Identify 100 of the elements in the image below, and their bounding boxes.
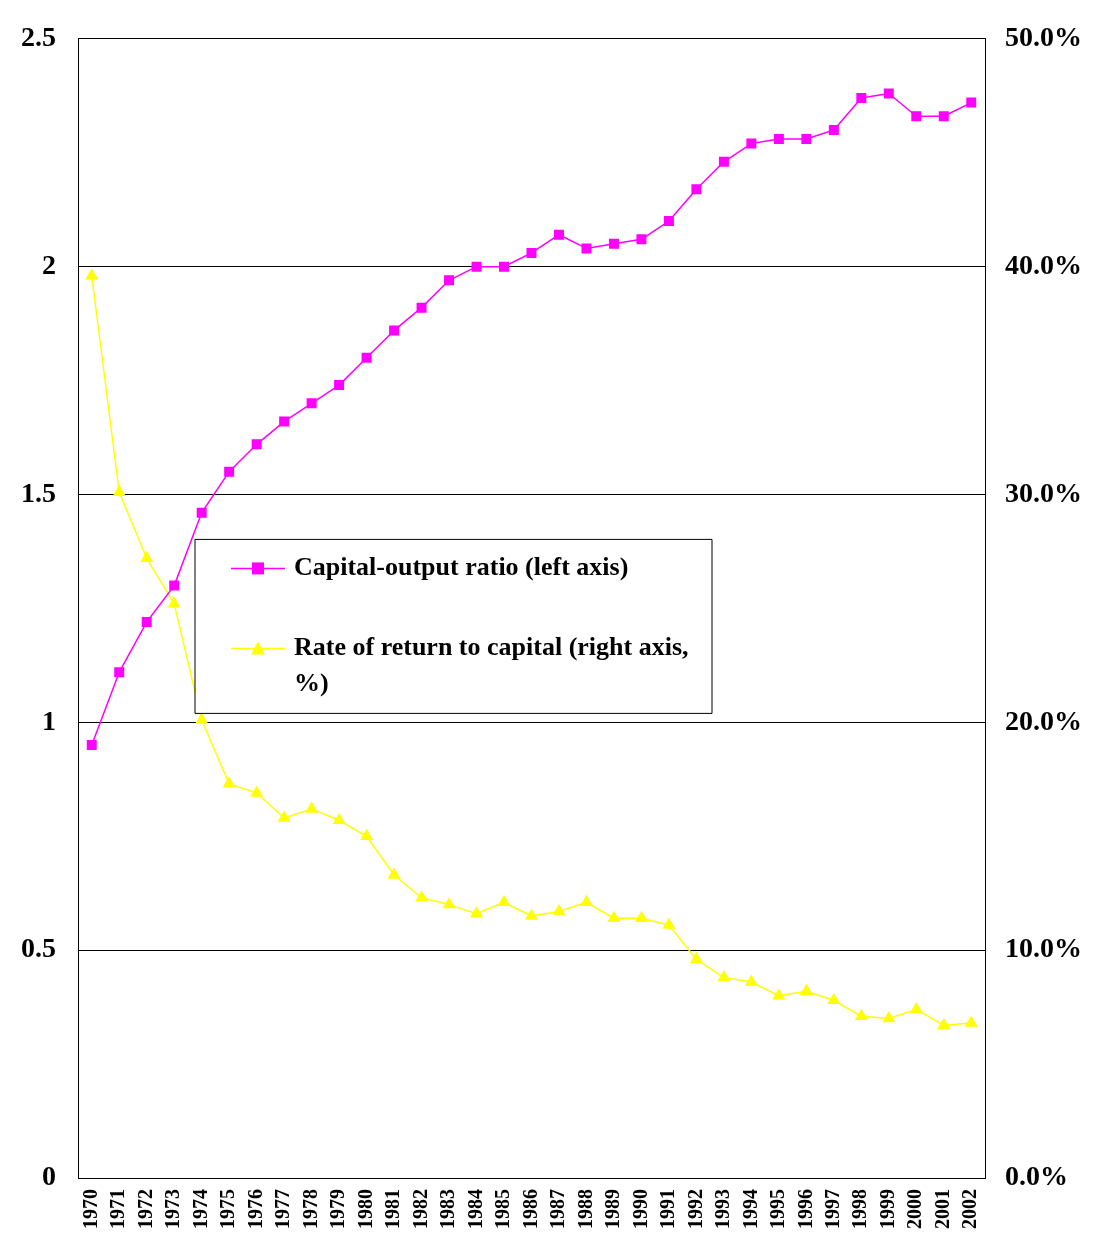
- x-tick-label: 1989: [601, 1189, 624, 1229]
- point: [470, 906, 483, 918]
- x-tick-label: 1996: [793, 1189, 816, 1229]
- point: [691, 184, 702, 195]
- point: [883, 88, 894, 99]
- point: [498, 895, 510, 907]
- x-tick-label: 2000: [903, 1189, 926, 1229]
- x-tick-label: 1982: [408, 1189, 431, 1229]
- point: [86, 740, 97, 751]
- y2-tick-label: 10.0%: [1005, 932, 1082, 964]
- y-tick-label: 2: [42, 248, 56, 280]
- y2-tick-label: 40.0%: [1005, 248, 1082, 280]
- point: [169, 580, 180, 591]
- x-tick-label: 1994: [738, 1189, 761, 1229]
- x-tick-label: 1970: [78, 1189, 101, 1229]
- point: [662, 918, 675, 929]
- point: [635, 911, 648, 923]
- point: [553, 904, 565, 916]
- point: [85, 269, 98, 280]
- point: [828, 124, 839, 135]
- y2-tick-label: 30.0%: [1005, 476, 1082, 508]
- point: [911, 111, 922, 122]
- point: [389, 325, 400, 336]
- point: [526, 247, 537, 258]
- point: [388, 868, 401, 879]
- x-tick-label: 1984: [463, 1189, 486, 1229]
- x-tick-label: 1979: [326, 1189, 349, 1229]
- y-tick-label: 0.5: [21, 932, 56, 964]
- x-tick-label: 1993: [711, 1189, 734, 1229]
- x-tick-label: 2001: [930, 1189, 953, 1229]
- x-tick-label: 1975: [216, 1189, 239, 1229]
- y-tick-label: 1.5: [21, 476, 56, 508]
- point: [360, 829, 373, 840]
- x-tick-label: 1998: [848, 1189, 871, 1229]
- point: [855, 1009, 868, 1020]
- point: [772, 988, 785, 1000]
- point: [937, 1018, 950, 1030]
- point: [856, 93, 867, 104]
- point: [827, 993, 840, 1005]
- point: [444, 275, 455, 286]
- point: [361, 352, 372, 363]
- legend-label: Rate of return to capital (right axis, %): [294, 632, 689, 698]
- point: [746, 138, 757, 149]
- point: [499, 261, 510, 272]
- point: [305, 802, 318, 813]
- point: [333, 813, 346, 825]
- point: [882, 1011, 895, 1023]
- y-tick-label: 2.5: [21, 21, 56, 53]
- point: [196, 507, 207, 518]
- point: [525, 909, 538, 920]
- point: [663, 216, 674, 227]
- x-tick-label: 1971: [106, 1189, 129, 1229]
- x-tick-label: 1986: [518, 1189, 541, 1229]
- point: [224, 466, 235, 477]
- point: [581, 243, 592, 254]
- point: [745, 975, 758, 986]
- point: [114, 667, 125, 678]
- x-tick-label: 1976: [243, 1189, 266, 1229]
- x-tick-label: 1997: [821, 1189, 844, 1229]
- x-tick-label: 1981: [381, 1189, 404, 1229]
- point: [278, 811, 291, 822]
- point: [938, 111, 949, 122]
- x-tick-label: 1999: [875, 1189, 898, 1229]
- point: [636, 234, 647, 245]
- y2-tick-label: 20.0%: [1005, 704, 1082, 736]
- point: [690, 952, 703, 964]
- x-tick-label: 1988: [573, 1189, 596, 1229]
- point: [113, 485, 126, 496]
- point: [580, 895, 593, 907]
- point: [306, 398, 317, 409]
- point: [279, 416, 290, 427]
- point: [250, 786, 263, 797]
- point: [965, 1016, 978, 1027]
- point: [251, 439, 262, 450]
- x-tick-label: 1987: [546, 1189, 569, 1229]
- point: [195, 713, 208, 724]
- point: [608, 238, 619, 249]
- y-tick-label: 0: [42, 1160, 56, 1192]
- point: [415, 891, 428, 902]
- point: [910, 1002, 923, 1014]
- point: [718, 156, 729, 167]
- point: [168, 597, 181, 608]
- point: [553, 229, 564, 240]
- x-tick-label: 1983: [436, 1189, 459, 1229]
- point: [800, 984, 813, 995]
- x-tick-label: 2002: [958, 1189, 981, 1229]
- y-tick-label: 1: [42, 704, 56, 736]
- y2-tick-label: 0.0%: [1005, 1160, 1068, 1192]
- point: [773, 134, 784, 145]
- point: [141, 617, 152, 628]
- x-tick-label: 1972: [133, 1189, 156, 1229]
- x-tick-label: 1978: [298, 1189, 321, 1229]
- point: [801, 134, 812, 145]
- x-tick-label: 1980: [353, 1189, 376, 1229]
- y2-tick-label: 50.0%: [1005, 21, 1082, 53]
- point: [608, 911, 620, 923]
- point: [334, 380, 345, 391]
- x-tick-label: 1977: [271, 1189, 294, 1229]
- point: [223, 777, 236, 788]
- point: [140, 551, 153, 563]
